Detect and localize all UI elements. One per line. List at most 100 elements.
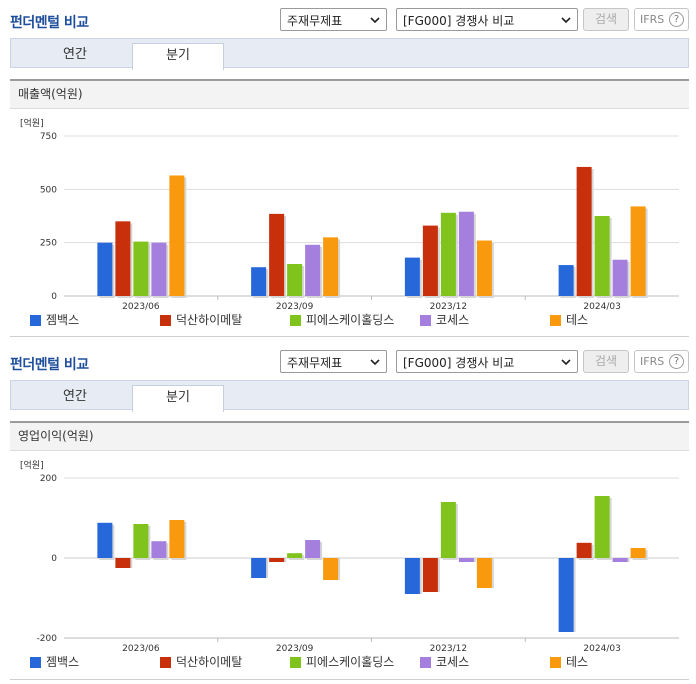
y-tick-label: 200 — [40, 474, 57, 484]
panel-header: 펀더멘털 비교 주재무제표 [FG000] 경쟁사 비교 검색 IFRS ? — [0, 342, 696, 376]
bar[interactable] — [251, 558, 267, 578]
ifrs-button[interactable]: IFRS ? — [634, 350, 689, 373]
panel-header: 펀더멘털 비교 주재무제표 [FG000] 경쟁사 비교 검색 IFRS ? — [0, 0, 696, 34]
x-tick-label: 2024/03 — [583, 644, 620, 654]
bar[interactable] — [323, 558, 339, 580]
x-tick-label: 2023/09 — [276, 302, 314, 312]
bar[interactable] — [594, 216, 610, 296]
legend-swatch — [550, 657, 561, 668]
legend-swatch — [290, 315, 301, 326]
bar[interactable] — [422, 558, 438, 592]
legend-label: 코세스 — [436, 313, 470, 327]
legend-swatch — [420, 315, 431, 326]
bar[interactable] — [422, 225, 438, 296]
bar[interactable] — [169, 520, 185, 558]
bar[interactable] — [305, 540, 321, 558]
bar[interactable] — [151, 541, 167, 558]
chart-legend: 젬백스 덕산하이메탈 피에스케이홀딩스 코세스 테스 — [30, 313, 680, 329]
bar[interactable] — [269, 213, 285, 296]
bar[interactable] — [476, 558, 492, 588]
bar[interactable] — [115, 221, 131, 296]
bar[interactable] — [133, 241, 149, 296]
ifrs-label: IFRS — [640, 13, 665, 26]
chevron-down-icon — [561, 359, 571, 366]
peer-group-select[interactable]: [FG000] 경쟁사 비교 — [396, 8, 578, 31]
x-tick-label: 2024/03 — [583, 302, 620, 312]
bar[interactable] — [323, 237, 339, 296]
bar[interactable] — [440, 212, 456, 296]
y-tick-label: 0 — [51, 292, 57, 302]
bar[interactable] — [133, 524, 149, 558]
bar[interactable] — [612, 259, 628, 296]
statement-select[interactable]: 주재무제표 — [280, 8, 387, 31]
bar[interactable] — [630, 548, 646, 558]
divider — [10, 336, 689, 337]
bar[interactable] — [97, 522, 113, 558]
statement-select-value: 주재무제표 — [287, 356, 343, 370]
help-icon[interactable]: ? — [669, 12, 684, 27]
peer-group-select[interactable]: [FG000] 경쟁사 비교 — [396, 350, 578, 373]
x-tick-label: 2023/09 — [276, 644, 314, 654]
legend-swatch — [160, 657, 171, 668]
bar[interactable] — [404, 257, 420, 296]
bar[interactable] — [404, 558, 420, 594]
bar[interactable] — [169, 175, 185, 296]
legend-label: 젬백스 — [46, 313, 80, 327]
legend-label: 코세스 — [436, 655, 470, 669]
x-tick-label: 2023/12 — [430, 302, 467, 312]
chart-legend: 젬백스 덕산하이메탈 피에스케이홀딩스 코세스 테스 — [30, 655, 680, 671]
bar[interactable] — [576, 166, 592, 296]
chevron-down-icon — [370, 359, 380, 366]
section-header: 영업이익(억원) — [10, 421, 689, 451]
bar[interactable] — [630, 206, 646, 296]
bar[interactable] — [558, 558, 574, 632]
bar[interactable] — [115, 558, 131, 568]
bar[interactable] — [251, 267, 267, 296]
tab-quarterly[interactable]: 분기 — [132, 43, 224, 70]
y-tick-label: 750 — [40, 132, 57, 142]
panel-title: 펀더멘털 비교 — [10, 15, 89, 31]
bar[interactable] — [476, 240, 492, 296]
legend-label: 테스 — [566, 655, 589, 669]
search-button[interactable]: 검색 — [583, 8, 629, 31]
legend-swatch — [420, 657, 431, 668]
legend-swatch — [290, 657, 301, 668]
legend-swatch — [30, 657, 41, 668]
section-header: 매출액(억원) — [10, 79, 689, 109]
bar[interactable] — [458, 211, 474, 296]
bar[interactable] — [576, 542, 592, 558]
statement-select[interactable]: 주재무제표 — [280, 350, 387, 373]
legend-label: 테스 — [566, 313, 589, 327]
fundamental-panel-revenue: 펀더멘털 비교 주재무제표 [FG000] 경쟁사 비교 검색 IFRS ? 연… — [0, 0, 696, 340]
legend-label: 덕산하이메탈 — [176, 655, 243, 669]
bar[interactable] — [458, 558, 474, 562]
bar[interactable] — [287, 553, 303, 558]
peer-group-select-value: [FG000] 경쟁사 비교 — [403, 14, 515, 28]
tab-annual[interactable]: 연간 — [63, 389, 87, 404]
y-tick-label: 500 — [40, 185, 57, 195]
unit-label: [억원] — [20, 117, 44, 129]
legend-label: 젬백스 — [46, 655, 80, 669]
bar[interactable] — [594, 496, 610, 558]
unit-label: [억원] — [20, 459, 44, 471]
ifrs-button[interactable]: IFRS ? — [634, 8, 689, 31]
bar[interactable] — [287, 264, 303, 296]
tab-annual[interactable]: 연간 — [63, 47, 87, 62]
search-button[interactable]: 검색 — [583, 350, 629, 373]
bar[interactable] — [612, 558, 628, 562]
legend-label: 덕산하이메탈 — [176, 313, 243, 327]
ifrs-label: IFRS — [640, 355, 665, 368]
bar[interactable] — [305, 244, 321, 296]
bar[interactable] — [558, 265, 574, 296]
revenue-bar-chart: [억원] 0 250 500 750 2023/06 2023/09 2023/12 2024/… — [20, 117, 679, 312]
bar[interactable] — [269, 558, 285, 562]
bar[interactable] — [440, 502, 456, 558]
bar[interactable] — [151, 242, 167, 296]
tab-quarterly[interactable]: 분기 — [132, 385, 224, 412]
help-icon[interactable]: ? — [669, 354, 684, 369]
period-tabs: 연간 분기 — [10, 380, 689, 412]
x-tick-label: 2023/06 — [122, 302, 160, 312]
bar[interactable] — [97, 242, 113, 296]
x-tick-label: 2023/12 — [430, 644, 467, 654]
fundamental-panel-operating-profit: 펀더멘털 비교 주재무제표 [FG000] 경쟁사 비교 검색 IFRS ? 연… — [0, 342, 696, 684]
